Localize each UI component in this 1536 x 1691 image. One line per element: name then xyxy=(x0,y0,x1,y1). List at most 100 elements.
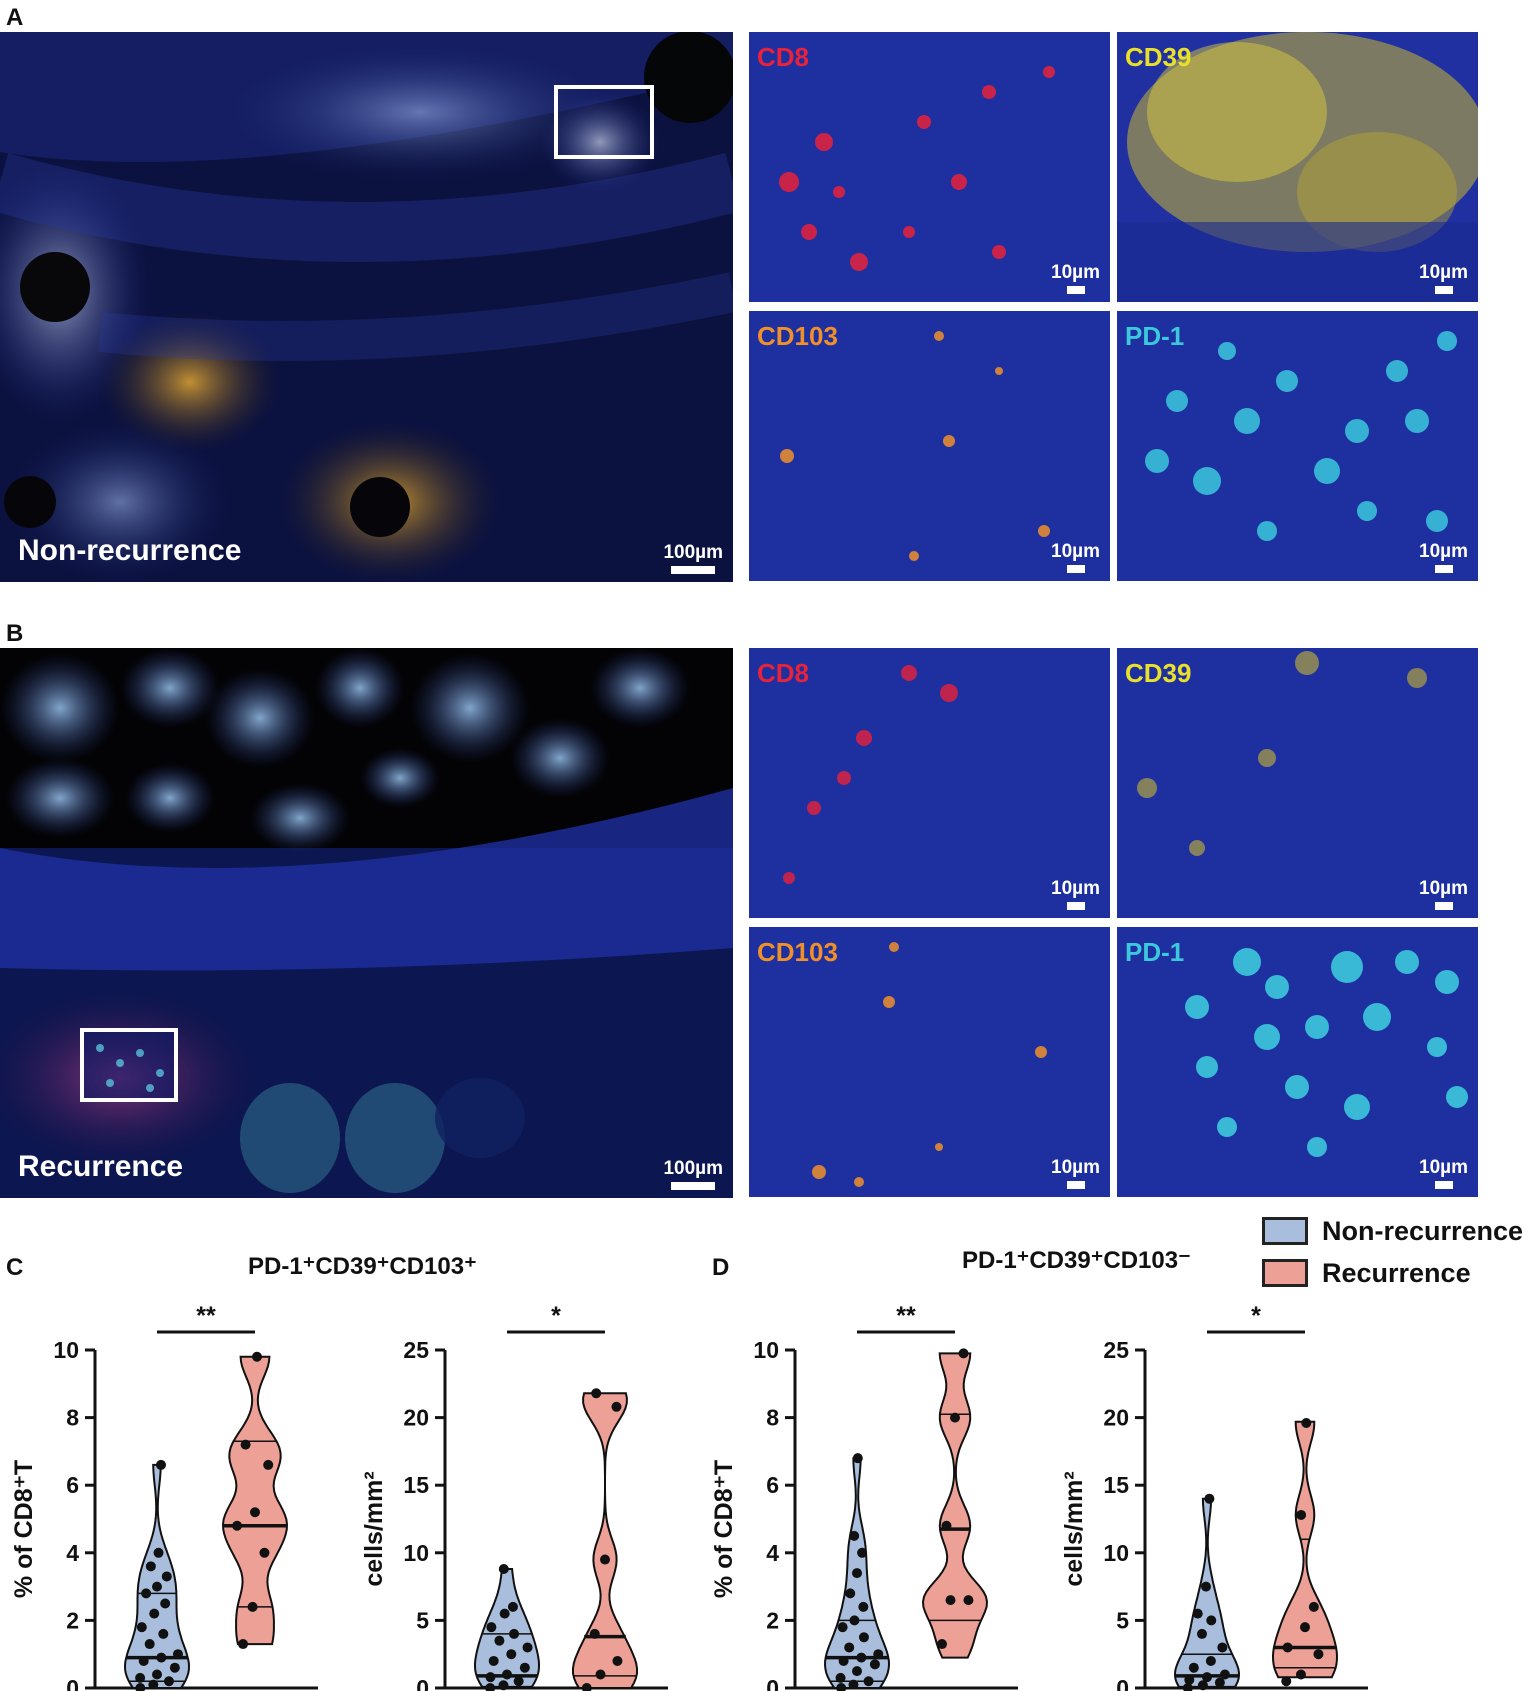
scale-text: 10µm xyxy=(1051,1157,1100,1178)
scale-bar: 10µm xyxy=(1051,878,1100,910)
data-point xyxy=(1188,1662,1199,1673)
data-point xyxy=(1308,1601,1319,1612)
data-point xyxy=(513,1676,524,1687)
data-point xyxy=(144,1639,155,1650)
inset-texture xyxy=(749,927,1110,1197)
data-point xyxy=(498,1680,509,1691)
data-point xyxy=(1295,1669,1306,1680)
y-tick-label: 8 xyxy=(766,1405,779,1431)
data-point xyxy=(152,1669,162,1680)
y-tick-label: 4 xyxy=(66,1540,79,1566)
data-point xyxy=(1184,1674,1195,1685)
data-point xyxy=(152,1581,162,1592)
scale-bar: 10µm xyxy=(1051,262,1100,294)
data-point xyxy=(857,1547,868,1558)
y-tick-label: 10 xyxy=(1103,1540,1129,1566)
inset-texture xyxy=(749,648,1110,918)
data-point xyxy=(1300,1622,1310,1633)
violin-body xyxy=(1271,1420,1339,1679)
y-tick-label: 6 xyxy=(766,1472,779,1498)
data-point xyxy=(1282,1642,1293,1653)
data-point xyxy=(252,1351,263,1362)
y-tick-label: 0 xyxy=(766,1675,779,1691)
inset-a-cd103: CD103 10µm xyxy=(749,311,1110,581)
scale-bar-line xyxy=(1434,1181,1453,1189)
overview-image-nonrecurrence: Non-recurrence 100µm xyxy=(0,32,733,582)
y-tick-label: 0 xyxy=(416,1675,429,1691)
data-point xyxy=(849,1615,860,1626)
scale-bar-line xyxy=(1066,286,1085,294)
data-point xyxy=(149,1608,160,1619)
data-point xyxy=(852,1453,863,1464)
data-point xyxy=(858,1601,869,1612)
data-point xyxy=(1296,1509,1307,1520)
inset-texture xyxy=(749,32,1110,302)
scale-bar: 10µm xyxy=(1419,541,1468,573)
data-point xyxy=(238,1639,249,1650)
violin-body xyxy=(572,1392,638,1689)
y-tick-label: 6 xyxy=(66,1472,79,1498)
data-point xyxy=(153,1547,164,1558)
channel-label: CD8 xyxy=(757,658,810,688)
scale-text: 10µm xyxy=(1051,878,1100,899)
scale-bar-line xyxy=(1434,565,1453,573)
y-tick-label: 10 xyxy=(53,1337,79,1363)
data-point xyxy=(486,1622,497,1633)
data-point xyxy=(172,1649,183,1660)
violin-body xyxy=(221,1355,289,1646)
data-point xyxy=(135,1672,146,1683)
y-axis-label: cells/mm² xyxy=(1060,1471,1088,1586)
channel-label: CD103 xyxy=(757,937,838,967)
data-point xyxy=(1206,1615,1217,1626)
data-point xyxy=(156,1459,166,1470)
data-point xyxy=(135,1683,146,1691)
violin-chart-d-density: cells/mm² 0 5 10 15 20 25 * xyxy=(1060,1302,1368,1691)
scale-text: 100µm xyxy=(663,1158,723,1179)
inset-b-pd1: PD-1 10µm xyxy=(1117,927,1478,1197)
panel-b-letter: B xyxy=(6,620,24,647)
data-point xyxy=(1219,1669,1230,1680)
zoom-box-a xyxy=(554,85,654,159)
data-point xyxy=(852,1568,862,1579)
scale-bar: 10µm xyxy=(1051,1157,1100,1189)
channel-label: CD8 xyxy=(757,42,810,72)
panel-d-letter: D xyxy=(712,1254,730,1281)
data-point xyxy=(156,1652,167,1663)
violin-body xyxy=(921,1352,989,1659)
data-point xyxy=(591,1388,602,1399)
y-tick-label: 0 xyxy=(1116,1675,1129,1691)
legend: Non-recurrence Recurrence xyxy=(1262,1210,1523,1294)
scale-bar xyxy=(671,566,716,574)
data-point xyxy=(507,1601,518,1612)
panel-d-title: PD-1⁺CD39⁺CD103⁻ xyxy=(962,1247,1191,1274)
y-axis-label: % of CD8⁺T xyxy=(710,1460,738,1598)
data-point xyxy=(852,1666,862,1677)
overview-label-a: Non-recurrence xyxy=(18,534,242,567)
channel-label: PD-1 xyxy=(1125,321,1185,351)
scale-bar-overview-b: 100µm xyxy=(663,1158,723,1190)
scale-bar xyxy=(671,1182,716,1190)
overview-label-b: Recurrence xyxy=(18,1150,184,1183)
data-point xyxy=(1217,1642,1228,1653)
channel-label: PD-1 xyxy=(1125,937,1185,967)
scale-bar: 10µm xyxy=(1419,1157,1468,1189)
data-point xyxy=(836,1683,847,1691)
data-point xyxy=(612,1655,623,1666)
y-tick-label: 15 xyxy=(1103,1472,1129,1498)
data-point xyxy=(849,1530,860,1541)
data-point xyxy=(163,1676,174,1687)
data-point xyxy=(148,1679,159,1690)
data-point xyxy=(485,1672,496,1683)
channel-label: CD39 xyxy=(1125,658,1192,688)
data-point xyxy=(873,1649,884,1660)
data-point xyxy=(1204,1493,1215,1504)
scale-bar-overview-a: 100µm xyxy=(663,542,723,574)
data-point xyxy=(595,1669,606,1680)
y-axis-label: % of CD8⁺T xyxy=(10,1460,38,1598)
data-point xyxy=(519,1662,530,1673)
data-point xyxy=(138,1655,149,1666)
data-point xyxy=(581,1683,592,1691)
data-point xyxy=(1197,1680,1208,1691)
violin-chart-c-density: cells/mm² 0 5 10 15 20 25 * xyxy=(360,1302,668,1691)
data-point xyxy=(250,1507,260,1518)
